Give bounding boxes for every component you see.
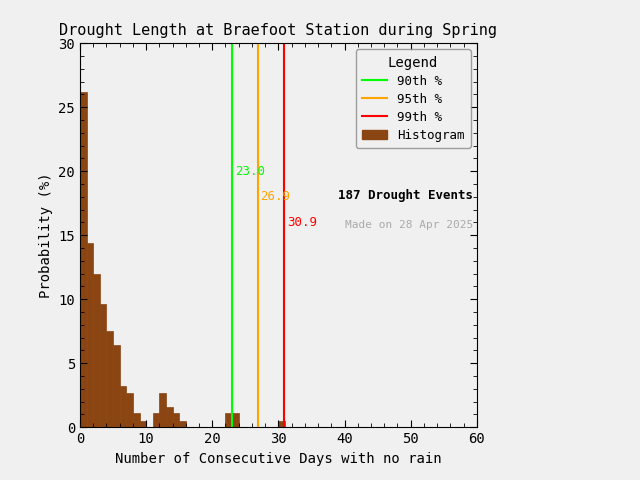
- Bar: [225, 413, 232, 427]
- Bar: [120, 386, 126, 427]
- Text: 30.9: 30.9: [287, 216, 317, 229]
- Bar: [133, 413, 140, 427]
- Bar: [140, 421, 146, 427]
- Text: 23.0: 23.0: [235, 165, 265, 178]
- Bar: [126, 393, 133, 427]
- Bar: [100, 304, 106, 427]
- X-axis label: Number of Consecutive Days with no rain: Number of Consecutive Days with no rain: [115, 452, 442, 466]
- Bar: [159, 393, 166, 427]
- Text: Made on 28 Apr 2025: Made on 28 Apr 2025: [344, 220, 473, 230]
- Text: 26.9: 26.9: [260, 191, 291, 204]
- Bar: [232, 413, 239, 427]
- Bar: [113, 345, 120, 427]
- Bar: [80, 92, 86, 427]
- Bar: [86, 243, 93, 427]
- Title: Drought Length at Braefoot Station during Spring: Drought Length at Braefoot Station durin…: [60, 23, 497, 38]
- Y-axis label: Probability (%): Probability (%): [39, 172, 53, 298]
- Bar: [166, 407, 173, 427]
- Bar: [106, 331, 113, 427]
- Text: 187 Drought Events: 187 Drought Events: [338, 189, 473, 202]
- Legend: 90th %, 95th %, 99th %, Histogram: 90th %, 95th %, 99th %, Histogram: [356, 49, 470, 148]
- Bar: [173, 413, 179, 427]
- Bar: [93, 274, 100, 427]
- Bar: [278, 421, 285, 427]
- Bar: [153, 413, 159, 427]
- Bar: [179, 421, 186, 427]
